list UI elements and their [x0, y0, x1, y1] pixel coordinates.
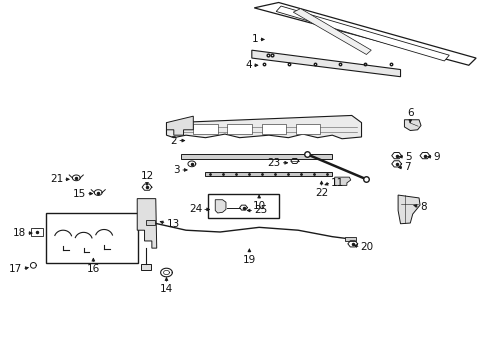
Polygon shape: [193, 124, 217, 134]
Text: 24: 24: [188, 204, 202, 215]
Bar: [207, 194, 278, 218]
Text: 16: 16: [86, 264, 100, 274]
Polygon shape: [227, 124, 251, 134]
Text: 15: 15: [73, 189, 86, 199]
Bar: [45, 213, 138, 263]
Text: 20: 20: [360, 242, 373, 252]
Text: 25: 25: [254, 206, 267, 216]
Bar: [146, 220, 155, 225]
Text: 8: 8: [419, 202, 426, 212]
Polygon shape: [166, 116, 193, 135]
Text: 18: 18: [13, 228, 26, 238]
Polygon shape: [181, 154, 331, 159]
Text: 5: 5: [405, 152, 411, 162]
Polygon shape: [205, 172, 331, 176]
Polygon shape: [137, 199, 157, 248]
Text: 1: 1: [251, 35, 258, 44]
Text: 10: 10: [252, 201, 265, 211]
Polygon shape: [293, 9, 370, 54]
Text: 23: 23: [267, 158, 280, 168]
Text: 21: 21: [50, 174, 63, 184]
Polygon shape: [261, 124, 285, 134]
Polygon shape: [254, 3, 475, 65]
Text: 6: 6: [406, 108, 413, 118]
Polygon shape: [141, 264, 151, 270]
Text: 9: 9: [433, 152, 439, 162]
Text: 7: 7: [404, 162, 410, 172]
Polygon shape: [404, 120, 420, 131]
Polygon shape: [251, 50, 400, 77]
Text: 22: 22: [314, 188, 327, 198]
Bar: [31, 228, 43, 236]
Polygon shape: [295, 124, 320, 134]
Polygon shape: [166, 116, 361, 139]
Text: 2: 2: [170, 136, 177, 145]
Polygon shape: [276, 6, 448, 61]
Text: 3: 3: [173, 165, 180, 175]
Text: 12: 12: [140, 171, 153, 181]
Text: 11: 11: [330, 177, 344, 188]
Polygon shape: [334, 177, 350, 185]
Text: 14: 14: [160, 284, 173, 294]
Text: 17: 17: [9, 264, 22, 274]
Text: 13: 13: [166, 219, 180, 229]
Polygon shape: [215, 200, 225, 213]
Text: 4: 4: [244, 60, 251, 70]
Bar: [344, 237, 355, 241]
Text: 19: 19: [242, 255, 256, 265]
Polygon shape: [397, 195, 419, 224]
